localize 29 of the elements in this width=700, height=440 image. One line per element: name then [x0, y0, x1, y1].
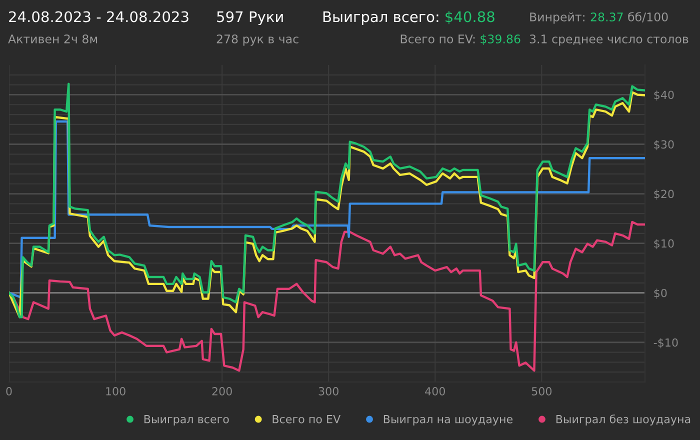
- text: Винрейт:: [530, 12, 584, 24]
- y-tick-label: $0: [654, 288, 667, 299]
- x-tick-label: 300: [318, 387, 338, 396]
- legend-label: Всего по EV: [272, 415, 341, 424]
- x-tick-label: 0: [6, 387, 12, 396]
- y-tick-label: $40: [654, 90, 674, 101]
- legend-label: Выиграл всего: [144, 415, 229, 426]
- line-series: [9, 120, 645, 298]
- y-tick-label: -$10: [654, 338, 678, 348]
- legend-label: Выиграл на шоудауне: [384, 415, 513, 426]
- x-tick-label: 500: [532, 387, 552, 396]
- chart-subtitle: Активен 2ч 8м: [8, 34, 98, 44]
- y-tick-label: $30: [654, 140, 674, 150]
- text: бб/100: [628, 12, 668, 22]
- text: $40.88: [446, 10, 494, 24]
- text: $39.86: [480, 34, 520, 45]
- text: 278 рук в час: [216, 34, 298, 46]
- legend-label: Выиграл без шоудауна: [556, 414, 690, 426]
- y-tick-label: $10: [654, 239, 674, 250]
- y-tick-label: $20: [654, 190, 674, 200]
- text: 597 Руки: [217, 11, 283, 26]
- text: Выиграл всего:: [323, 11, 438, 26]
- text: 28.37: [590, 12, 623, 22]
- text: 3.1 среднее число столов: [530, 34, 688, 46]
- x-tick-label: 100: [106, 387, 126, 396]
- chart-title: 24.08.2023 - 24.08.2023: [9, 11, 188, 22]
- x-tick-label: 200: [212, 387, 232, 396]
- x-tick-label: 400: [425, 387, 445, 396]
- text: Всего по EV:: [400, 34, 475, 44]
